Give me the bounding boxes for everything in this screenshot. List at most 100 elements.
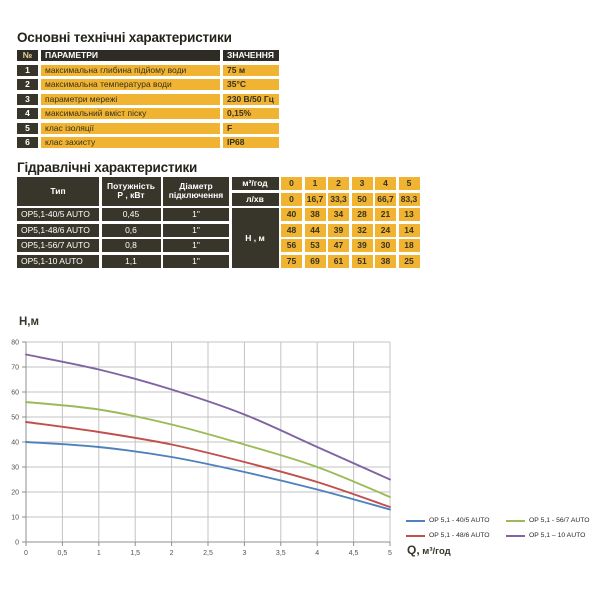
pump-curves-chart: Н,м 0 0,5 1 1,5 2 2,5 3 3,5 4 4,5 5 0 10 20 30 40 50 60 70… — [0, 310, 600, 600]
legend-label: OP 5,1 - 40/5 AUTO — [429, 517, 490, 524]
tech-row-param: максимальна глибина підйому води — [41, 64, 220, 76]
head-value: 53 — [304, 239, 326, 252]
tech-row-num: 3 — [17, 93, 38, 105]
hydro-header-diameter: Діаметр підключення — [163, 177, 229, 206]
head-value: 51 — [351, 254, 373, 268]
legend-item: OP 5,1 - 56/7 AUTO — [506, 517, 600, 524]
head-value: 48 — [281, 223, 302, 237]
legend-label: OP 5,1 - 56/7 AUTO — [529, 517, 590, 524]
svg-text:50: 50 — [11, 415, 19, 422]
pump-power: 0,8 — [101, 239, 161, 252]
hydro-header-diameter-line1: Діаметр — [179, 181, 213, 192]
legend-label: OP 5,1 - 48/6 AUTO — [429, 532, 490, 539]
flow-m3-value: 2 — [328, 177, 349, 190]
tech-header-value: ЗНАЧЕННЯ — [223, 50, 279, 61]
head-value: 28 — [351, 208, 373, 221]
head-value: 24 — [375, 223, 396, 237]
svg-text:4: 4 — [315, 550, 319, 557]
flow-m3-value: 1 — [304, 177, 326, 190]
hydro-header-flow-l: л/хв — [231, 192, 279, 206]
tech-header-num: № — [17, 50, 38, 61]
hydro-section-title: Гідравлічні характеристики — [17, 160, 198, 175]
hydro-header-power-line2: Р , кВт — [117, 190, 145, 201]
flow-m3-value: 0 — [281, 177, 302, 190]
pump-diameter: 1" — [163, 223, 229, 237]
head-value: 34 — [328, 208, 349, 221]
svg-text:3,5: 3,5 — [276, 550, 286, 557]
svg-text:3: 3 — [242, 550, 246, 557]
svg-text:2: 2 — [170, 550, 174, 557]
flow-l-value: 16,7 — [304, 192, 326, 206]
head-value: 30 — [375, 239, 396, 252]
hydro-header-power-line1: Потужність — [107, 181, 155, 192]
hydro-header-type: Тип — [17, 177, 99, 206]
svg-text:70: 70 — [11, 365, 19, 372]
tech-row-value: 0,15% — [223, 108, 279, 119]
pump-type: OP5,1-48/6 AUTO — [17, 223, 99, 237]
tech-row-num: 6 — [17, 137, 38, 148]
legend-swatch — [406, 519, 425, 522]
svg-text:4,5: 4,5 — [349, 550, 359, 557]
head-value: 47 — [328, 239, 349, 252]
flow-l-value: 83,3 — [398, 192, 420, 206]
hydro-header-power: Потужність Р , кВт — [101, 177, 161, 206]
tech-row-value: F — [223, 122, 279, 134]
tech-row-param: максимальна температура води — [41, 79, 220, 90]
y-axis-title: Н,м — [19, 316, 40, 328]
legend-item: OP 5,1 - 48/6 AUTO — [406, 532, 506, 539]
tech-table: № ПАРАМЕТРИ ЗНАЧЕННЯ 1 максимальна глиби… — [17, 50, 279, 148]
head-value: 32 — [351, 223, 373, 237]
svg-text:80: 80 — [11, 340, 19, 347]
svg-text:60: 60 — [11, 390, 19, 397]
tech-row-param: клас захисту — [41, 137, 220, 148]
svg-text:0: 0 — [15, 540, 19, 547]
pump-diameter: 1" — [163, 208, 229, 221]
svg-text:30: 30 — [11, 465, 19, 472]
x-axis-title-symbol: Q, — [407, 543, 420, 557]
hydro-head-unit: Н , м — [231, 208, 279, 268]
svg-text:2,5: 2,5 — [203, 550, 213, 557]
head-value: 38 — [375, 254, 396, 268]
head-value: 75 — [281, 254, 302, 268]
svg-text:1: 1 — [97, 550, 101, 557]
head-value: 21 — [375, 208, 396, 221]
tech-row-param: параметри мережі — [41, 93, 220, 105]
flow-m3-value: 4 — [375, 177, 396, 190]
legend-item: OP 5,1 - 40/5 AUTO — [406, 517, 506, 524]
svg-text:5: 5 — [388, 550, 392, 557]
head-value: 61 — [328, 254, 349, 268]
hydro-table: Тип Потужність Р , кВт Діаметр підключен… — [17, 177, 420, 268]
head-value: 39 — [328, 223, 349, 237]
flow-l-value: 33,3 — [328, 192, 349, 206]
tech-row-num: 5 — [17, 122, 38, 134]
x-axis-title-unit: м³/год — [419, 546, 451, 557]
legend-swatch — [506, 519, 525, 522]
svg-text:1,5: 1,5 — [130, 550, 140, 557]
svg-text:40: 40 — [11, 440, 19, 447]
flow-l-value: 0 — [281, 192, 302, 206]
chart-legend: OP 5,1 - 40/5 AUTO OP 5,1 - 48/6 AUTO OP… — [406, 513, 600, 543]
head-value: 25 — [398, 254, 420, 268]
hydro-header-flow-m3: м³/год — [231, 177, 279, 190]
x-axis-title: Q, м³/год — [407, 543, 451, 557]
head-value: 69 — [304, 254, 326, 268]
head-value: 44 — [304, 223, 326, 237]
head-value: 40 — [281, 208, 302, 221]
head-value: 14 — [398, 223, 420, 237]
tech-section-title: Основні технічні характеристики — [17, 30, 232, 45]
tech-row-num: 1 — [17, 64, 38, 76]
tech-row-value: IP68 — [223, 137, 279, 148]
hydro-header-diameter-line2: підключення — [168, 190, 224, 201]
pump-power: 0,6 — [101, 223, 161, 237]
legend-item: OP 5,1 – 10 AUTO — [506, 532, 600, 539]
tech-row-num: 4 — [17, 108, 38, 119]
pump-type: OP5,1-10 AUTO — [17, 254, 99, 268]
svg-text:10: 10 — [11, 515, 19, 522]
tech-row-param: клас ізоляції — [41, 122, 220, 134]
pump-power: 0,45 — [101, 208, 161, 221]
legend-swatch — [506, 534, 525, 537]
flow-l-value: 50 — [351, 192, 373, 206]
tech-row-param: максимальний вміст піску — [41, 108, 220, 119]
tech-header-param: ПАРАМЕТРИ — [41, 50, 220, 61]
